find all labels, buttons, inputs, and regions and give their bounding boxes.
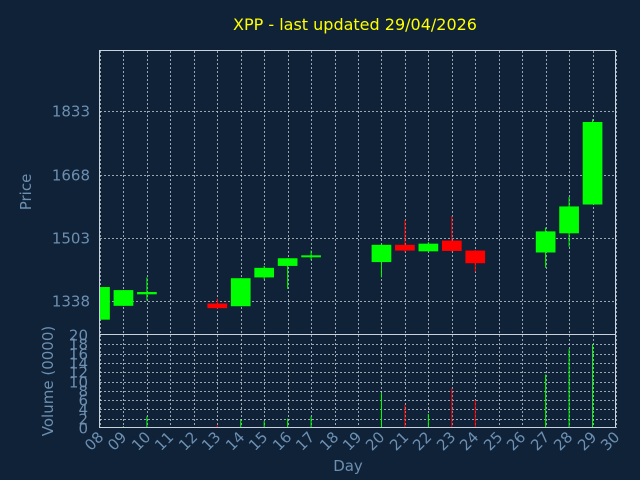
price-tick-label: 1338 bbox=[52, 293, 90, 311]
candle-body bbox=[207, 303, 228, 309]
candle-body bbox=[559, 206, 579, 234]
x-tick-label: 11 bbox=[151, 428, 177, 454]
price-tick-label: 1503 bbox=[52, 230, 90, 248]
volume-bar bbox=[592, 344, 594, 428]
candle bbox=[207, 298, 228, 309]
candle bbox=[371, 244, 392, 278]
volume-tick-label: 12 bbox=[69, 364, 88, 382]
volume-tick-label: 8 bbox=[78, 383, 88, 401]
x-tick-label: 26 bbox=[503, 428, 529, 454]
price-panel: 1338 1503 1668 1833 bbox=[52, 50, 617, 335]
volume-bar bbox=[474, 400, 476, 428]
volume-tick-label: 16 bbox=[69, 346, 88, 364]
candle bbox=[535, 227, 556, 268]
candle-body bbox=[137, 292, 157, 295]
chart-title: XPP - last updated 29/04/2026 bbox=[233, 15, 477, 34]
price-tick-labels: 1338 1503 1668 1833 bbox=[52, 103, 90, 311]
x-tick-label: 13 bbox=[198, 428, 224, 454]
candle bbox=[277, 258, 298, 289]
candle bbox=[441, 216, 462, 252]
volume-axis-label: Volume (0000) bbox=[39, 326, 57, 436]
candle-body bbox=[277, 258, 298, 266]
volume-bar bbox=[427, 414, 429, 428]
volume-panel-frame bbox=[99, 334, 616, 428]
volume-bar bbox=[404, 404, 406, 428]
candle bbox=[418, 242, 439, 253]
candle-body bbox=[113, 290, 134, 306]
candle-body bbox=[301, 255, 321, 258]
volume-tick-label: 18 bbox=[69, 336, 88, 354]
price-tick-label: 1668 bbox=[52, 167, 90, 185]
volume-tick-label: 6 bbox=[78, 392, 88, 410]
candle-body bbox=[371, 244, 392, 263]
volume-tick-label: 0 bbox=[78, 420, 88, 438]
volume-bar bbox=[451, 388, 453, 428]
candle bbox=[559, 196, 579, 247]
volume-bar bbox=[263, 421, 265, 428]
candle-body bbox=[254, 267, 275, 278]
volume-bars bbox=[99, 344, 594, 428]
candle-body bbox=[100, 287, 110, 320]
price-tick-label: 1833 bbox=[52, 103, 90, 121]
volume-bar bbox=[310, 416, 312, 428]
volume-bar bbox=[380, 393, 382, 428]
x-tick-label: 17 bbox=[292, 428, 318, 454]
candle-body bbox=[465, 250, 486, 264]
candle-body bbox=[418, 243, 439, 252]
x-tick-label: 24 bbox=[456, 428, 482, 454]
candle bbox=[582, 119, 603, 205]
volume-tick-label: 10 bbox=[69, 374, 88, 392]
volume-bar bbox=[146, 416, 148, 428]
volume-tick-label: 14 bbox=[69, 355, 88, 373]
candle-body bbox=[395, 244, 415, 251]
candle bbox=[137, 277, 157, 301]
x-axis-label: Day bbox=[333, 457, 363, 475]
x-axis-tick-labels: 0809101112131415161718192021222324252627… bbox=[81, 428, 623, 454]
price-axis-label: Price bbox=[17, 174, 35, 211]
price-gridlines bbox=[100, 51, 617, 335]
x-tick-label: 20 bbox=[362, 428, 388, 454]
x-tick-label: 15 bbox=[245, 428, 271, 454]
x-tick-label: 28 bbox=[550, 428, 576, 454]
volume-tick-label: 4 bbox=[78, 401, 88, 419]
x-tick-label: 09 bbox=[104, 428, 130, 454]
volume-bar bbox=[568, 348, 570, 428]
candle bbox=[395, 219, 415, 253]
candle bbox=[230, 278, 251, 307]
candle bbox=[113, 290, 134, 306]
volume-bar bbox=[216, 425, 218, 428]
candle-body bbox=[230, 278, 251, 307]
volume-bar bbox=[287, 418, 289, 428]
candle-body bbox=[441, 240, 462, 251]
candle bbox=[254, 265, 275, 280]
x-tick-label: 22 bbox=[409, 428, 435, 454]
candle bbox=[301, 250, 321, 261]
volume-bar bbox=[545, 374, 547, 428]
volume-tick-label: 2 bbox=[78, 411, 88, 429]
candle bbox=[99, 287, 110, 320]
candle bbox=[465, 249, 486, 272]
volume-tick-label: 20 bbox=[69, 327, 88, 345]
price-panel-frame bbox=[99, 50, 616, 335]
volume-gridlines bbox=[100, 335, 617, 428]
candle-body bbox=[582, 122, 603, 205]
candles bbox=[99, 119, 603, 320]
candle-body bbox=[535, 231, 556, 253]
volume-bar bbox=[240, 419, 242, 428]
x-tick-label: 30 bbox=[597, 428, 623, 454]
